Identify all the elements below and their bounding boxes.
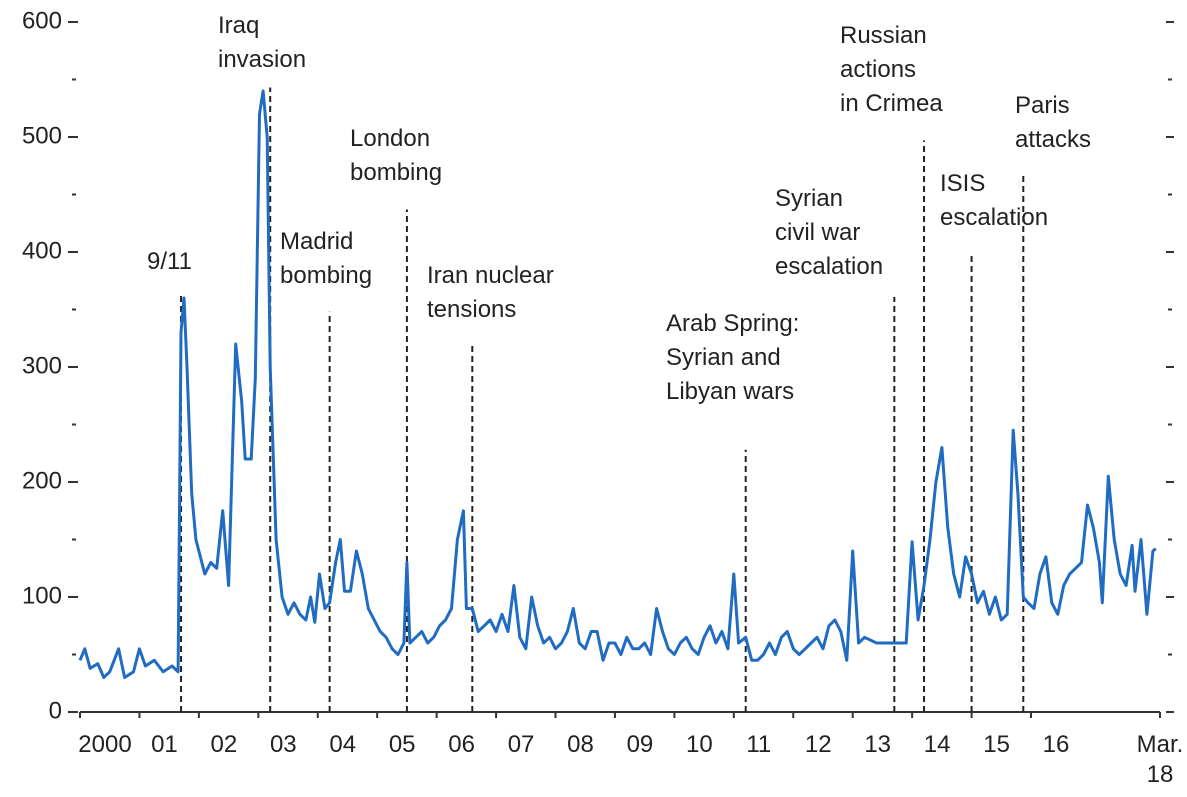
x-tick-label: 07: [507, 731, 535, 758]
x-tick-label: 04: [329, 731, 357, 758]
y-tick-label: 500: [22, 122, 62, 149]
x-tick-label: 09: [626, 731, 654, 758]
y-tick-label: 200: [22, 467, 62, 494]
x-tick-label: 06: [448, 731, 475, 758]
y-tick-label: 0: [49, 697, 62, 724]
annotation-text: Paris attacks: [1015, 92, 1092, 153]
annotation-text: Iran nuclear tensions: [427, 262, 554, 323]
y-tick-label: 100: [22, 582, 62, 609]
x-tick-label: 02: [210, 731, 238, 758]
annotation-text: Madrid bombing: [280, 228, 373, 289]
annotation-text: Russian actions in Crimea: [840, 22, 943, 117]
x-tick-label: 2000: [78, 731, 132, 758]
x-tick-label: 08: [567, 731, 594, 758]
y-tick-label: 300: [22, 352, 62, 379]
x-tick-label: 10: [686, 731, 713, 758]
annotation-text: Arab Spring: Syrian and Libyan wars: [666, 310, 800, 405]
y-tick-label: 600: [22, 7, 62, 34]
annotation-text: Iraq invasion: [218, 12, 307, 73]
x-tick-label: Mar. 18: [1136, 731, 1184, 788]
annotation-text: London bombing: [350, 125, 443, 186]
x-tick-label: 01: [151, 731, 178, 758]
annotation-text: ISIS escalation: [940, 170, 1049, 231]
x-tick-label: 03: [269, 731, 297, 758]
y-tick-label: 400: [22, 237, 62, 264]
x-tick-label: 13: [864, 731, 892, 758]
x-tick-label: 16: [1042, 731, 1070, 758]
x-tick-label: 05: [388, 731, 416, 758]
annotation-text: Syrian civil war escalation: [775, 185, 884, 280]
x-tick-label: 11: [746, 731, 772, 758]
x-tick-label: 12: [804, 731, 832, 758]
x-tick-label: 14: [923, 731, 951, 758]
x-tick-label: 15: [983, 731, 1010, 758]
annotation-text: 9/11: [147, 248, 192, 275]
data-line: [78, 89, 1157, 679]
